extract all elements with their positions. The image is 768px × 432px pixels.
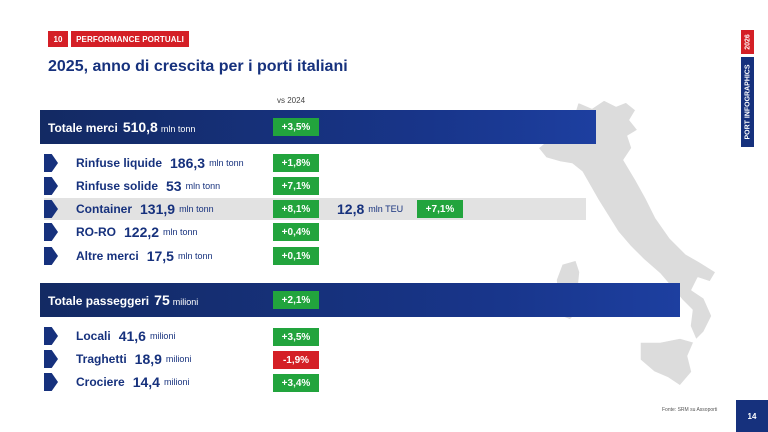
- total-passengers-value: 75: [154, 292, 170, 308]
- total-passengers-band: Totale passeggeri 75 milioni: [40, 283, 680, 317]
- list-item: Rinfuse liquide 186,3 mln tonn: [44, 153, 244, 173]
- arrow-marker-icon: [44, 154, 58, 172]
- comparison-label: vs 2024: [277, 96, 306, 105]
- row-name: RO-RO: [76, 225, 116, 239]
- row-name: Rinfuse solide: [76, 179, 159, 193]
- total-passengers-label: Totale passeggeri 75 milioni: [48, 292, 198, 308]
- total-passengers-unit: milioni: [172, 297, 199, 307]
- total-goods-title: Totale merci: [48, 121, 118, 135]
- row-value: 122,2: [124, 224, 160, 240]
- row-name: Crociere: [76, 375, 125, 389]
- row-unit: mln tonn: [177, 251, 213, 261]
- row-value: 17,5: [146, 248, 174, 264]
- sidebar-label-tab: PORT INFOGRAPHICS: [741, 57, 754, 147]
- row-unit: mln tonn: [163, 227, 198, 237]
- list-item: Traghetti 18,9 milioni: [44, 349, 191, 369]
- row-name: Rinfuse liquide: [76, 156, 163, 170]
- arrow-marker-icon: [44, 247, 58, 265]
- container-teu-unit: mln TEU: [368, 204, 404, 214]
- row-unit: milioni: [163, 377, 190, 387]
- section-number-badge: 10: [48, 31, 68, 47]
- row-unit: milioni: [165, 354, 192, 364]
- row-value: 186,3: [170, 155, 206, 171]
- list-item: RO-RO 122,2 mln tonn: [44, 222, 198, 242]
- row-change: +3,5%: [273, 328, 319, 346]
- page-title: 2025, anno di crescita per i porti itali…: [48, 58, 348, 75]
- row-change: +1,8%: [273, 154, 319, 172]
- row-unit: mln tonn: [185, 181, 221, 191]
- row-value: 18,9: [134, 351, 162, 367]
- arrow-marker-icon: [44, 373, 58, 391]
- row-name: Altre merci: [76, 249, 139, 263]
- list-item: Locali 41,6 milioni: [44, 326, 175, 346]
- sidebar-year-text: 2026: [744, 34, 751, 50]
- total-goods-label: Totale merci 510,8 mln tonn: [48, 119, 195, 135]
- row-unit: milioni: [149, 331, 176, 341]
- row-unit: mln tonn: [179, 204, 214, 214]
- arrow-marker-icon: [44, 200, 58, 218]
- row-change: +0,4%: [273, 223, 319, 241]
- container-teu: 12,8 mln TEU: [337, 199, 403, 219]
- list-item: Crociere 14,4 milioni: [44, 372, 189, 392]
- row-change: +7,1%: [273, 177, 319, 195]
- row-value: 41,6: [118, 328, 146, 344]
- row-value: 131,9: [140, 201, 176, 217]
- list-item: Container 131,9 mln tonn: [44, 199, 214, 219]
- arrow-marker-icon: [44, 350, 58, 368]
- sidebar-year-tab: 2026: [741, 30, 754, 54]
- section-label-badge: PERFORMANCE PORTUALI: [71, 31, 189, 47]
- row-name: Container: [76, 202, 133, 216]
- arrow-marker-icon: [44, 223, 58, 241]
- sidebar-label-text: PORT INFOGRAPHICS: [744, 64, 751, 140]
- row-name: Locali: [76, 329, 111, 343]
- row-value: 53: [166, 178, 182, 194]
- list-item: Altre merci 17,5 mln tonn: [44, 246, 212, 266]
- row-change: +3,4%: [273, 374, 319, 392]
- container-teu-value: 12,8: [337, 201, 365, 217]
- total-passengers-change: +2,1%: [273, 291, 319, 309]
- container-teu-change: +7,1%: [417, 200, 463, 218]
- row-name: Traghetti: [76, 352, 127, 366]
- total-goods-change: +3,5%: [273, 118, 319, 136]
- sicily-shape: [639, 337, 695, 387]
- arrow-marker-icon: [44, 177, 58, 195]
- total-goods-value: 510,8: [122, 119, 158, 135]
- row-change: +8,1%: [273, 200, 319, 218]
- total-passengers-title: Totale passeggeri: [48, 294, 150, 308]
- row-change: -1,9%: [273, 351, 319, 369]
- arrow-marker-icon: [44, 327, 58, 345]
- total-goods-unit: mln tonn: [160, 124, 196, 134]
- source-note: Fonte: SRM su Assoporti: [662, 407, 718, 413]
- row-value: 14,4: [132, 374, 160, 390]
- row-unit: mln tonn: [209, 158, 244, 168]
- page-number: 14: [736, 400, 768, 432]
- list-item: Rinfuse solide 53 mln tonn: [44, 176, 220, 196]
- row-change: +0,1%: [273, 247, 319, 265]
- italy-mainland-shape: [537, 99, 717, 341]
